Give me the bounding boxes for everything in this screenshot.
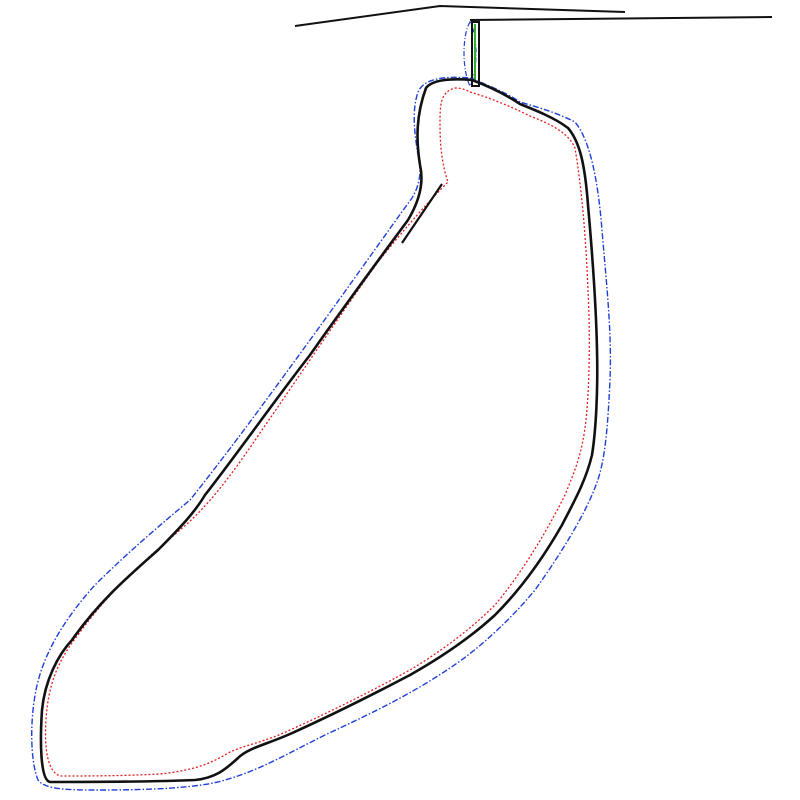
track-outer-boundary: [31, 76, 612, 791]
pit-lane-marker: [463, 20, 480, 88]
track-inner-boundary: [44, 87, 590, 777]
track-centerline: [39, 77, 599, 784]
start-line-right: [469, 16, 773, 21]
start-line-left: [294, 4, 626, 27]
pit-entry-spur: [401, 183, 443, 244]
pit-exit-connector: [471, 79, 483, 85]
